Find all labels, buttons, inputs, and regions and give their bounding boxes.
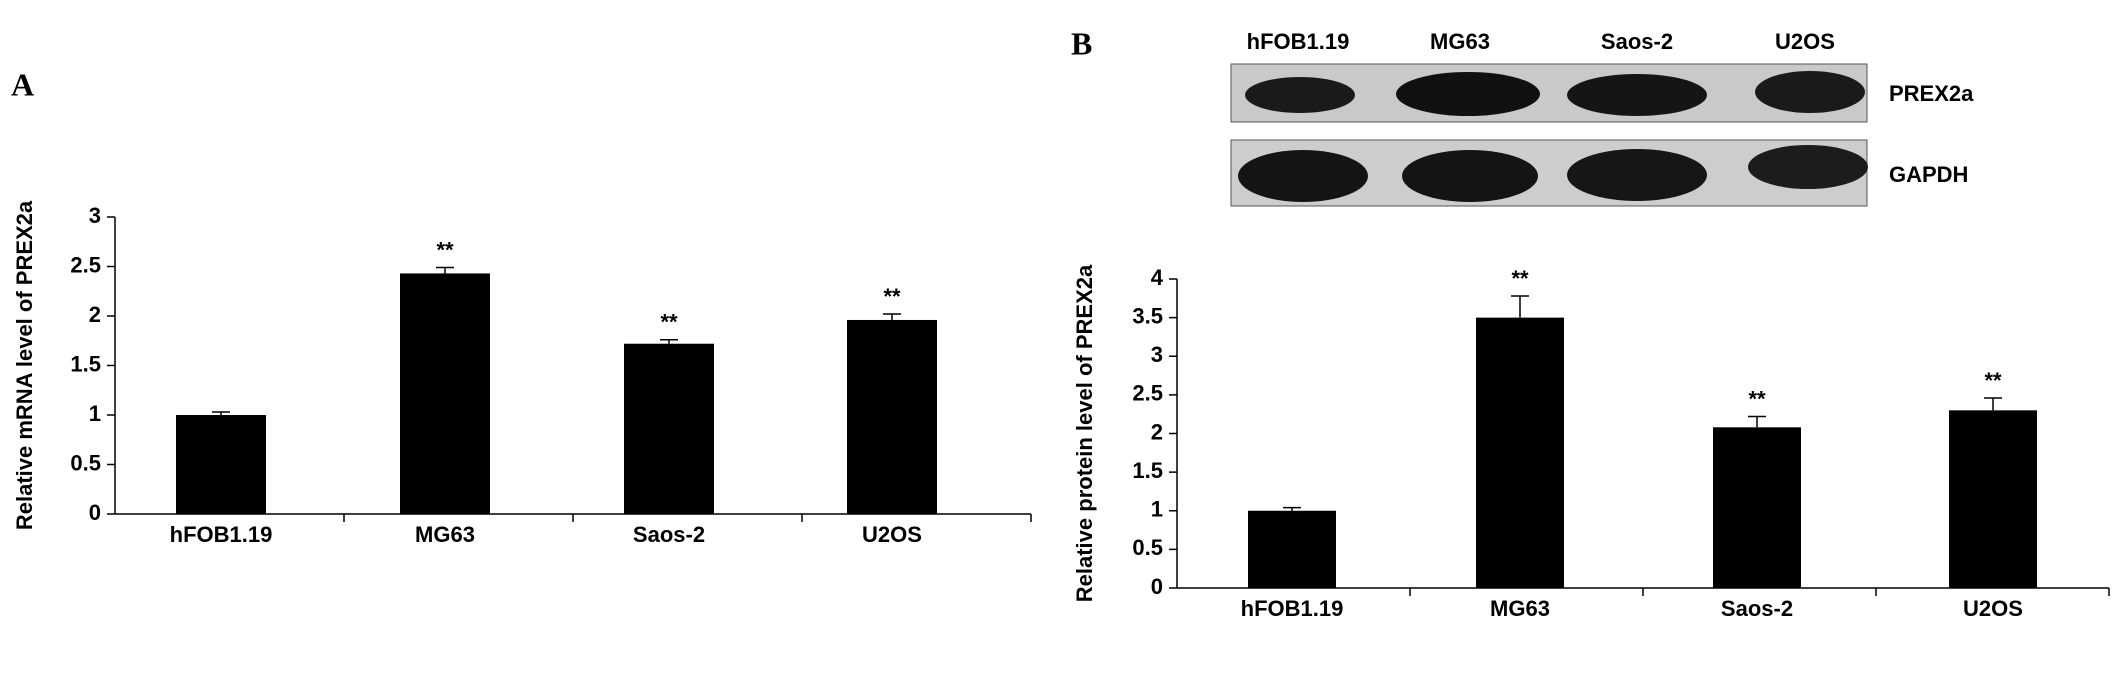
y-axis-title: Relative protein level of PREX2a xyxy=(1072,264,1097,602)
lane-label: MG63 xyxy=(1430,29,1490,54)
panel-label: B xyxy=(1071,25,1092,61)
x-tick-label: MG63 xyxy=(1490,596,1550,621)
y-tick-label: 2 xyxy=(89,302,101,327)
y-tick-label: 0 xyxy=(1151,574,1163,599)
significance: ** xyxy=(1511,266,1529,291)
y-tick-label: 2.5 xyxy=(1132,381,1163,406)
y-tick-label: 0 xyxy=(89,500,101,525)
blot-band xyxy=(1396,72,1540,116)
y-tick-label: 3.5 xyxy=(1132,303,1163,328)
y-tick-label: 4 xyxy=(1151,265,1164,290)
y-tick-label: 2.5 xyxy=(70,252,101,277)
significance: ** xyxy=(1748,386,1766,411)
y-tick-label: 1.5 xyxy=(1132,458,1163,483)
lane-label: hFOB1.19 xyxy=(1247,29,1350,54)
bar xyxy=(400,273,490,514)
blot-band xyxy=(1402,150,1538,202)
y-tick-label: 1 xyxy=(89,401,101,426)
y-tick-label: 1.5 xyxy=(70,351,101,376)
bar xyxy=(847,319,937,514)
x-tick-label: Saos-2 xyxy=(633,522,705,547)
y-tick-label: 0.5 xyxy=(1132,535,1163,560)
blot-band xyxy=(1567,74,1707,116)
lane-label: Saos-2 xyxy=(1601,29,1673,54)
blot-band xyxy=(1755,71,1865,113)
panel-label: A xyxy=(11,66,34,102)
significance: ** xyxy=(660,310,678,335)
y-tick-label: 2 xyxy=(1151,419,1163,444)
row-label: GAPDH xyxy=(1889,162,1968,187)
y-axis-title: Relative mRNA level of PREX2a xyxy=(12,200,37,530)
bar xyxy=(1248,510,1336,588)
x-tick-label: hFOB1.19 xyxy=(1241,596,1344,621)
significance: ** xyxy=(1984,368,2002,393)
y-tick-label: 3 xyxy=(1151,342,1163,367)
blot-band xyxy=(1245,77,1355,113)
y-tick-label: 0.5 xyxy=(70,450,101,475)
lane-label: U2OS xyxy=(1775,29,1835,54)
x-tick-label: MG63 xyxy=(415,522,475,547)
x-tick-label: U2OS xyxy=(1963,596,2023,621)
significance: ** xyxy=(436,237,454,262)
x-tick-label: hFOB1.19 xyxy=(170,522,273,547)
y-tick-label: 3 xyxy=(89,203,101,228)
blot-band xyxy=(1567,149,1707,201)
row-label: PREX2a xyxy=(1889,81,1974,106)
x-tick-label: U2OS xyxy=(862,522,922,547)
significance: ** xyxy=(883,284,901,309)
bar xyxy=(624,343,714,514)
x-tick-label: Saos-2 xyxy=(1721,596,1793,621)
blot-band xyxy=(1238,150,1368,202)
bar xyxy=(176,415,266,514)
bar xyxy=(1949,410,2037,588)
y-tick-label: 1 xyxy=(1151,497,1163,522)
bar xyxy=(1713,427,1801,588)
blot-band xyxy=(1748,145,1868,189)
bar xyxy=(1476,317,1564,588)
western-blot: hFOB1.19 MG63 Saos-2 U2OS PREX2a GAPDH xyxy=(1230,29,1974,207)
